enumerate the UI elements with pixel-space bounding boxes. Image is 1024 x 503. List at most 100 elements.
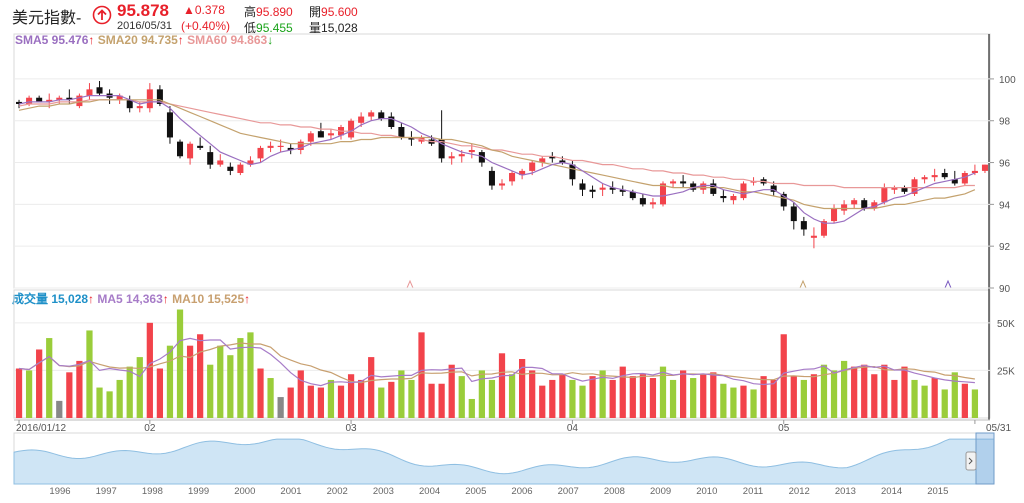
candle-body — [901, 187, 908, 192]
candle-body — [257, 147, 264, 159]
sma5-line — [18, 95, 976, 224]
sma20-label: SMA20 94.735 — [97, 33, 178, 47]
navigator-year-label: 2004 — [419, 486, 440, 497]
volume-bar — [871, 374, 878, 418]
candle-body — [519, 170, 526, 176]
navigator-year-label: 2003 — [373, 486, 394, 497]
volume-bar — [669, 379, 677, 418]
volume-bar — [881, 364, 888, 418]
navigator-year-label: 2006 — [511, 486, 532, 497]
navigator-handle-grip — [968, 457, 973, 465]
candle-body — [790, 206, 797, 222]
navigator-year-label: 2015 — [927, 486, 948, 497]
volume-bar — [720, 383, 727, 418]
candle-body — [26, 97, 33, 104]
volume-bar — [629, 376, 636, 418]
event-marker — [799, 279, 807, 289]
volume-bar — [418, 332, 425, 418]
candle-body — [56, 97, 63, 100]
candle-body — [780, 193, 787, 207]
event-marker — [944, 279, 952, 289]
candle-body — [177, 141, 184, 157]
volume-bar — [448, 364, 455, 418]
navigator-year-label: 2002 — [327, 486, 348, 497]
volume-bar — [126, 366, 133, 418]
candle-body — [680, 181, 687, 184]
sma5-label: SMA5 95.476 — [15, 33, 89, 47]
volume-bar — [388, 381, 395, 418]
volume-bar — [25, 370, 33, 418]
candle-body — [700, 183, 707, 190]
volume-bar — [800, 379, 807, 418]
candle-body — [468, 150, 475, 153]
volume-tick-label: 25K — [997, 366, 1015, 377]
up-arrow-circle-icon — [92, 5, 112, 25]
volume-bar — [227, 355, 234, 418]
candle-body — [971, 170, 978, 173]
price-tick-label: 94 — [999, 200, 1011, 211]
candle-body — [207, 152, 214, 165]
navigator-year-label: 2013 — [835, 486, 856, 497]
candle-body — [961, 173, 968, 184]
navigator-year-label: 2000 — [234, 486, 255, 497]
candle-body — [136, 106, 143, 109]
volume-ma10-line — [18, 342, 975, 384]
candle-body — [498, 183, 506, 186]
candle-body — [871, 202, 878, 209]
volume-bar — [146, 322, 153, 418]
volume-bar — [76, 360, 83, 418]
candle-body — [710, 183, 717, 194]
candle-body — [197, 145, 204, 148]
candle-body — [448, 156, 455, 159]
volume-value: 量15,028 — [309, 19, 358, 36]
candle-body — [539, 158, 546, 163]
vol-label: 成交量 15,028 — [12, 292, 89, 306]
candle-body — [690, 183, 697, 190]
candle-body — [478, 152, 485, 163]
candle-body — [237, 164, 244, 173]
candle-body — [146, 89, 153, 109]
candle-body — [307, 133, 314, 142]
navigator-selection — [975, 432, 995, 485]
volume-bar — [408, 379, 415, 418]
volume-bar — [136, 357, 143, 418]
volume-bar — [971, 389, 979, 418]
volume-bar — [428, 383, 435, 418]
volume-bar — [398, 370, 405, 418]
x-tick-label: 03 — [346, 423, 358, 434]
volume-label: 量 — [309, 21, 322, 35]
volume-bar — [639, 374, 646, 418]
volume-bar — [197, 334, 204, 418]
candle-body — [16, 101, 23, 104]
volume-bar — [659, 366, 667, 418]
candle-body — [358, 116, 365, 123]
volume-bar — [911, 379, 918, 418]
navigator-handle[interactable] — [965, 451, 977, 471]
ma-legend: SMA5 95.476↑ SMA20 94.735↑ SMA60 94.863↓ — [15, 33, 273, 47]
candle-body — [951, 179, 958, 184]
vol-ma5-arrow: ↑ — [162, 292, 169, 306]
candle-body — [941, 173, 948, 178]
candle-body — [881, 187, 888, 203]
volume-bar — [740, 385, 747, 418]
volume-ma5-line — [18, 337, 975, 387]
x-tick-label: 2016/01/12 — [16, 423, 66, 434]
candle-body — [267, 145, 274, 148]
candle-body — [46, 99, 53, 102]
volume-bar — [327, 379, 335, 418]
vol-arrow: ↑ — [88, 292, 95, 306]
sma20-line — [18, 99, 976, 210]
candle-body — [348, 120, 355, 138]
volume-bar — [66, 372, 73, 418]
volume-legend: 成交量 15,028↑ MA5 14,363↑ MA10 15,525↑ — [12, 290, 250, 307]
volume-tick-label: 50K — [997, 319, 1015, 330]
volume-bar — [297, 370, 304, 418]
low-number: 95.455 — [256, 21, 293, 35]
price-tick-label: 92 — [999, 242, 1011, 253]
volume-bar — [277, 397, 284, 418]
volume-bar — [468, 398, 475, 418]
volume-bar — [186, 345, 194, 418]
candle-body — [76, 95, 83, 107]
event-marker — [406, 279, 414, 289]
